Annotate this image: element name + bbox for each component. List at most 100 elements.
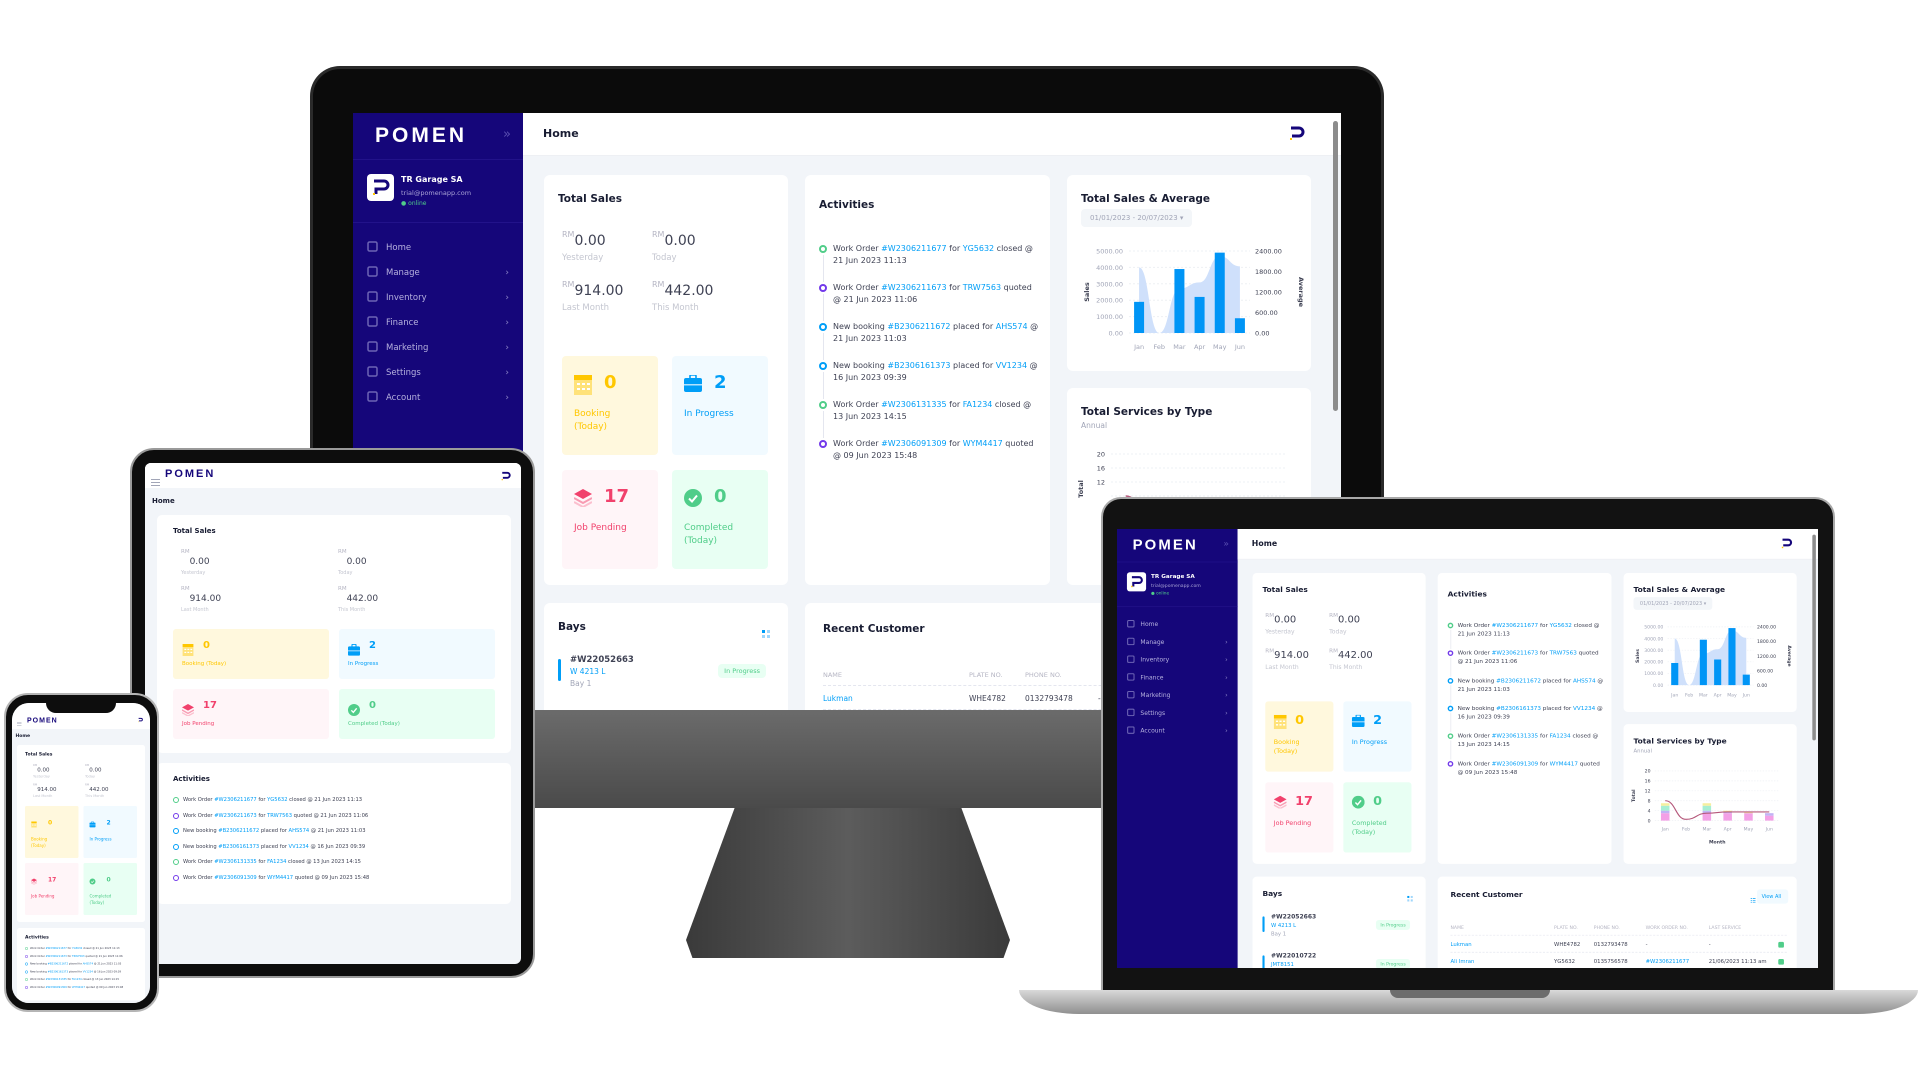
vehicle-plate-link[interactable]: AHS574 bbox=[82, 962, 94, 966]
activity-reference-link[interactable]: #W2306211673 bbox=[214, 812, 257, 819]
sidebar-item-settings[interactable]: Settings › bbox=[353, 360, 523, 385]
sidebar-item-manage[interactable]: Manage › bbox=[1117, 633, 1238, 651]
vehicle-plate-link[interactable]: FA1234 bbox=[1549, 732, 1571, 740]
sidebar-item-home[interactable]: Home bbox=[353, 235, 523, 260]
scrollbar[interactable] bbox=[1333, 121, 1338, 411]
profile[interactable]: TR Garage SA trial@pomenapp.com ● online bbox=[1117, 562, 1238, 608]
view-all-button[interactable]: View All bbox=[1757, 889, 1789, 904]
sidebar-item-home[interactable]: Home bbox=[1117, 616, 1238, 634]
activity-reference-link[interactable]: #B2306211672 bbox=[1496, 677, 1541, 684]
activity-reference-link[interactable]: #W2306211677 bbox=[881, 244, 947, 253]
date-range-dropdown[interactable]: 01/01/2023 - 20/07/2023 ▾ bbox=[1633, 597, 1713, 610]
vehicle-plate-link[interactable]: WYM4417 bbox=[267, 874, 294, 881]
bay-plate[interactable]: W 4213 L bbox=[1270, 922, 1297, 929]
activity-reference-link[interactable]: #W2306211673 bbox=[881, 283, 947, 292]
vehicle-plate-link[interactable]: YG5632 bbox=[1549, 621, 1572, 629]
bay-item[interactable]: #W22052663 W 4213 L Bay 1 In Progress bbox=[558, 655, 774, 699]
activity-reference-link[interactable]: #W2306131335 bbox=[881, 400, 947, 409]
tile-completed-today[interactable]: 0 Completed (Today) bbox=[339, 689, 495, 739]
vehicle-plate-link[interactable]: FA1234 bbox=[72, 978, 82, 981]
user-menu-icon[interactable] bbox=[501, 468, 511, 487]
vehicle-plate-link[interactable]: VV1234 bbox=[995, 361, 1028, 370]
vehicle-plate-link[interactable]: FA1234 bbox=[267, 859, 287, 865]
tile-completed-today[interactable]: 0 Completed (Today) bbox=[1343, 782, 1412, 853]
activity-reference-link[interactable]: #W2306091309 bbox=[214, 874, 257, 881]
sidebar-item-finance[interactable]: Finance › bbox=[1117, 669, 1238, 687]
tile-completed-today[interactable]: 0 Completed (Today) bbox=[83, 863, 137, 915]
vehicle-plate-link[interactable]: TRW7563 bbox=[1549, 649, 1577, 657]
vehicle-plate-link[interactable]: TRW7563 bbox=[267, 812, 293, 819]
vehicle-plate-link[interactable]: WYM4417 bbox=[72, 985, 86, 989]
sidebar-item-inventory[interactable]: Inventory › bbox=[353, 285, 523, 310]
sidebar-item-account[interactable]: Account › bbox=[353, 385, 523, 410]
collapse-sidebar-icon[interactable]: » bbox=[1223, 538, 1230, 550]
vehicle-plate-link[interactable]: WYM4417 bbox=[1549, 760, 1579, 767]
activity-reference-link[interactable]: #B2306211672 bbox=[47, 962, 69, 966]
tile-job-pending[interactable]: 17 Job Pending bbox=[562, 470, 658, 569]
bay-plate[interactable]: JMT8151 bbox=[1270, 961, 1294, 968]
sidebar-item-finance[interactable]: Finance › bbox=[353, 310, 523, 335]
activity-reference-link[interactable]: #W2306131335 bbox=[45, 978, 67, 981]
grid-view-icon[interactable] bbox=[762, 623, 770, 642]
activity-reference-link[interactable]: #W2306091309 bbox=[45, 985, 67, 989]
vehicle-plate-link[interactable]: TRW7563 bbox=[72, 954, 85, 958]
customer-name[interactable]: Lukman bbox=[823, 694, 853, 703]
bay-plate[interactable]: W 4213 L bbox=[570, 667, 606, 676]
activity-reference-link[interactable]: #W2306211677 bbox=[214, 797, 257, 803]
activity-reference-link[interactable]: #W2306211673 bbox=[45, 954, 67, 958]
sidebar-item-settings[interactable]: Settings › bbox=[1117, 704, 1238, 722]
activity-reference-link[interactable]: #W2306091309 bbox=[1491, 760, 1539, 767]
vehicle-plate-link[interactable]: YG5632 bbox=[72, 947, 83, 950]
user-menu-icon[interactable] bbox=[138, 716, 143, 726]
grid-view-icon[interactable] bbox=[1407, 891, 1413, 904]
vehicle-plate-link[interactable]: YG5632 bbox=[962, 244, 995, 253]
activity-reference-link[interactable]: #B2306161373 bbox=[218, 843, 260, 850]
activity-reference-link[interactable]: #W2306091309 bbox=[881, 439, 947, 448]
hamburger-menu-icon[interactable] bbox=[151, 471, 160, 490]
customer-name[interactable]: Ali Imran bbox=[1450, 958, 1475, 965]
activity-reference-link[interactable]: #W2306211677 bbox=[45, 947, 67, 950]
profile[interactable]: TR Garage SA trial@pomenapp.com ● online bbox=[353, 160, 523, 223]
user-menu-icon[interactable] bbox=[1781, 538, 1793, 554]
scrollbar[interactable] bbox=[1812, 534, 1816, 741]
activity-reference-link[interactable]: #B2306211672 bbox=[887, 322, 951, 331]
tile-in-progress[interactable]: 2 In Progress bbox=[83, 806, 137, 858]
tile-job-pending[interactable]: 17 Job Pending bbox=[173, 689, 329, 739]
activity-reference-link[interactable]: #W2306211677 bbox=[1491, 621, 1539, 629]
tile-booking-today[interactable]: 0 Booking (Today) bbox=[1265, 701, 1334, 772]
activity-reference-link[interactable]: #B2306211672 bbox=[218, 828, 260, 834]
user-menu-icon[interactable] bbox=[1289, 125, 1305, 147]
vehicle-plate-link[interactable]: VV1234 bbox=[288, 843, 309, 850]
customer-name[interactable]: Lukman bbox=[1450, 941, 1472, 948]
tile-booking-today[interactable]: 0 Booking (Today) bbox=[562, 356, 658, 455]
tile-in-progress[interactable]: 2 In Progress bbox=[339, 629, 495, 679]
activity-reference-link[interactable]: #W2306131335 bbox=[1491, 732, 1539, 740]
activity-reference-link[interactable]: #W2306211673 bbox=[1491, 649, 1539, 657]
vehicle-plate-link[interactable]: AHS574 bbox=[1573, 677, 1596, 684]
tile-in-progress[interactable]: 2 In Progress bbox=[1343, 701, 1412, 772]
tile-booking-today[interactable]: 0 Booking (Today) bbox=[25, 806, 79, 858]
tile-job-pending[interactable]: 17 Job Pending bbox=[25, 863, 79, 915]
add-icon[interactable] bbox=[1778, 958, 1784, 965]
vehicle-plate-link[interactable]: VV1234 bbox=[82, 970, 93, 974]
sidebar-item-inventory[interactable]: Inventory › bbox=[1117, 651, 1238, 669]
sidebar-item-marketing[interactable]: Marketing › bbox=[1117, 687, 1238, 705]
vehicle-plate-link[interactable]: WYM4417 bbox=[962, 439, 1003, 448]
add-icon[interactable] bbox=[1778, 941, 1784, 948]
tile-completed-today[interactable]: 0 Completed (Today) bbox=[672, 470, 768, 569]
bay-item[interactable]: #W22010722 JMT8151 In Progress bbox=[1262, 953, 1415, 968]
tile-in-progress[interactable]: 2 In Progress bbox=[672, 356, 768, 455]
tile-job-pending[interactable]: 17 Job Pending bbox=[1265, 782, 1334, 853]
bay-item[interactable]: #W22052663 W 4213 L Bay 1 In Progress bbox=[1262, 914, 1415, 945]
vehicle-plate-link[interactable]: FA1234 bbox=[962, 400, 993, 409]
date-range-dropdown[interactable]: 01/01/2023 - 20/07/2023 ▾ bbox=[1081, 209, 1193, 227]
tile-booking-today[interactable]: 0 Booking (Today) bbox=[173, 629, 329, 679]
vehicle-plate-link[interactable]: VV1234 bbox=[1573, 704, 1596, 712]
sidebar-item-account[interactable]: Account › bbox=[1117, 722, 1238, 740]
sidebar-item-marketing[interactable]: Marketing › bbox=[353, 335, 523, 360]
sidebar-item-manage[interactable]: Manage › bbox=[353, 260, 523, 285]
vehicle-plate-link[interactable]: AHS574 bbox=[995, 322, 1028, 331]
activity-reference-link[interactable]: #B2306161373 bbox=[887, 361, 951, 370]
work-order-number[interactable]: #W2306211677 bbox=[1645, 958, 1690, 965]
hamburger-menu-icon[interactable] bbox=[17, 718, 22, 728]
